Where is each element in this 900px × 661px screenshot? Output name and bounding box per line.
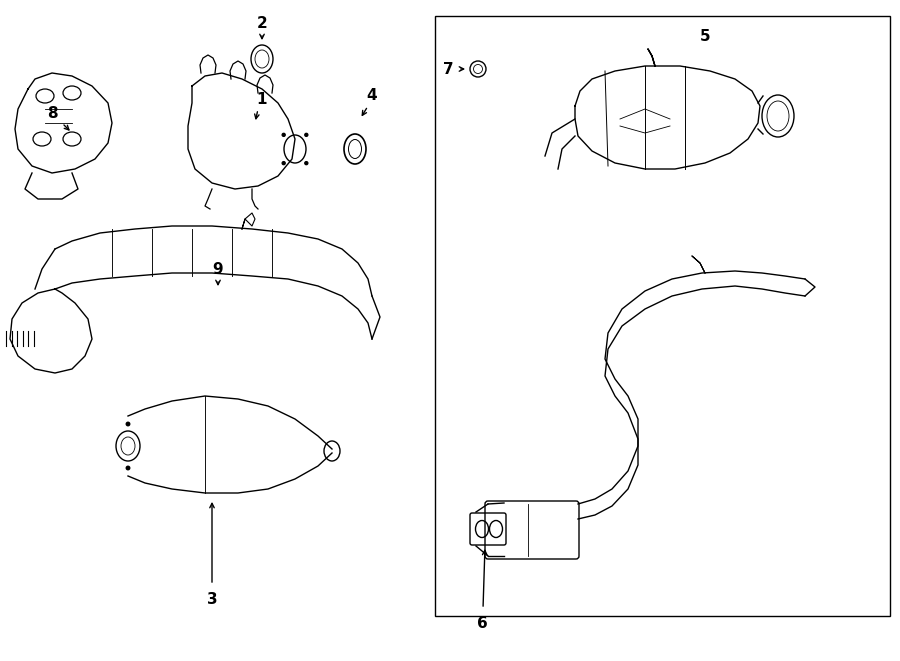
Ellipse shape [283, 134, 285, 136]
Ellipse shape [283, 162, 285, 165]
Ellipse shape [126, 466, 130, 470]
Text: 8: 8 [47, 106, 58, 120]
Text: 7: 7 [443, 61, 454, 77]
Text: 9: 9 [212, 262, 223, 276]
Text: 5: 5 [699, 28, 710, 44]
Text: 6: 6 [477, 615, 488, 631]
Text: 2: 2 [256, 15, 267, 30]
Ellipse shape [126, 422, 130, 426]
Text: 4: 4 [366, 89, 377, 104]
Bar [435, 16, 890, 616]
Ellipse shape [305, 134, 308, 136]
Text: 1: 1 [256, 91, 267, 106]
Ellipse shape [305, 162, 308, 165]
Text: 3: 3 [207, 592, 217, 607]
